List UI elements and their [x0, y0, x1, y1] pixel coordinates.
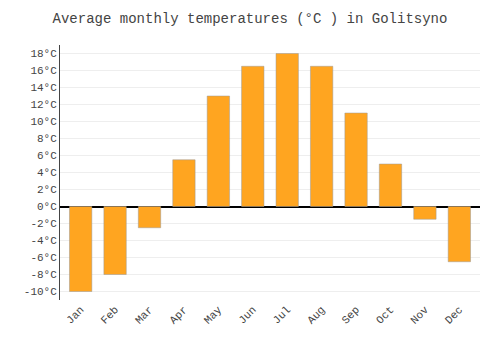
svg-text:Apr: Apr — [167, 304, 189, 326]
svg-text:Feb: Feb — [99, 304, 121, 326]
svg-text:-6°C: -6°C — [30, 252, 57, 264]
svg-text:Jul: Jul — [271, 304, 293, 326]
svg-text:Sep: Sep — [340, 304, 362, 326]
svg-text:8°C: 8°C — [37, 133, 57, 145]
svg-text:6°C: 6°C — [37, 150, 57, 162]
svg-text:2°C: 2°C — [37, 184, 57, 196]
svg-text:-4°C: -4°C — [30, 235, 57, 247]
svg-text:18°C: 18°C — [30, 48, 57, 60]
svg-text:Mar: Mar — [133, 304, 155, 326]
svg-text:Oct: Oct — [374, 304, 396, 326]
svg-text:14°C: 14°C — [30, 82, 57, 94]
svg-text:Nov: Nov — [408, 304, 431, 327]
svg-text:-8°C: -8°C — [30, 269, 57, 281]
svg-text:0°C: 0°C — [37, 201, 57, 213]
svg-text:May: May — [202, 304, 225, 327]
svg-text:Average monthly temperatures (: Average monthly temperatures (°C ) in Go… — [53, 11, 448, 27]
svg-text:Aug: Aug — [305, 304, 327, 326]
svg-text:Dec: Dec — [443, 304, 465, 326]
svg-text:Jun: Jun — [236, 304, 258, 326]
svg-text:Jan: Jan — [64, 304, 86, 326]
svg-text:10°C: 10°C — [30, 116, 57, 128]
svg-text:-10°C: -10°C — [24, 286, 57, 298]
svg-text:-2°C: -2°C — [30, 218, 57, 230]
svg-text:16°C: 16°C — [30, 65, 57, 77]
svg-text:12°C: 12°C — [30, 99, 57, 111]
svg-text:4°C: 4°C — [37, 167, 57, 179]
